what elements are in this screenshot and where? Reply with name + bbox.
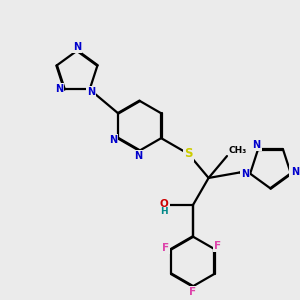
Text: F: F: [162, 243, 169, 253]
Text: N: N: [241, 169, 249, 179]
Text: N: N: [55, 84, 63, 94]
Text: N: N: [109, 135, 117, 145]
Text: S: S: [184, 147, 193, 161]
Text: N: N: [252, 140, 261, 150]
Text: F: F: [189, 287, 197, 297]
Text: O: O: [160, 199, 169, 209]
Text: N: N: [73, 42, 81, 52]
Text: N: N: [291, 167, 299, 177]
Text: N: N: [87, 87, 95, 97]
Text: F: F: [214, 241, 221, 251]
Text: H: H: [160, 207, 168, 216]
Text: N: N: [134, 151, 142, 161]
Text: CH₃: CH₃: [228, 146, 247, 154]
